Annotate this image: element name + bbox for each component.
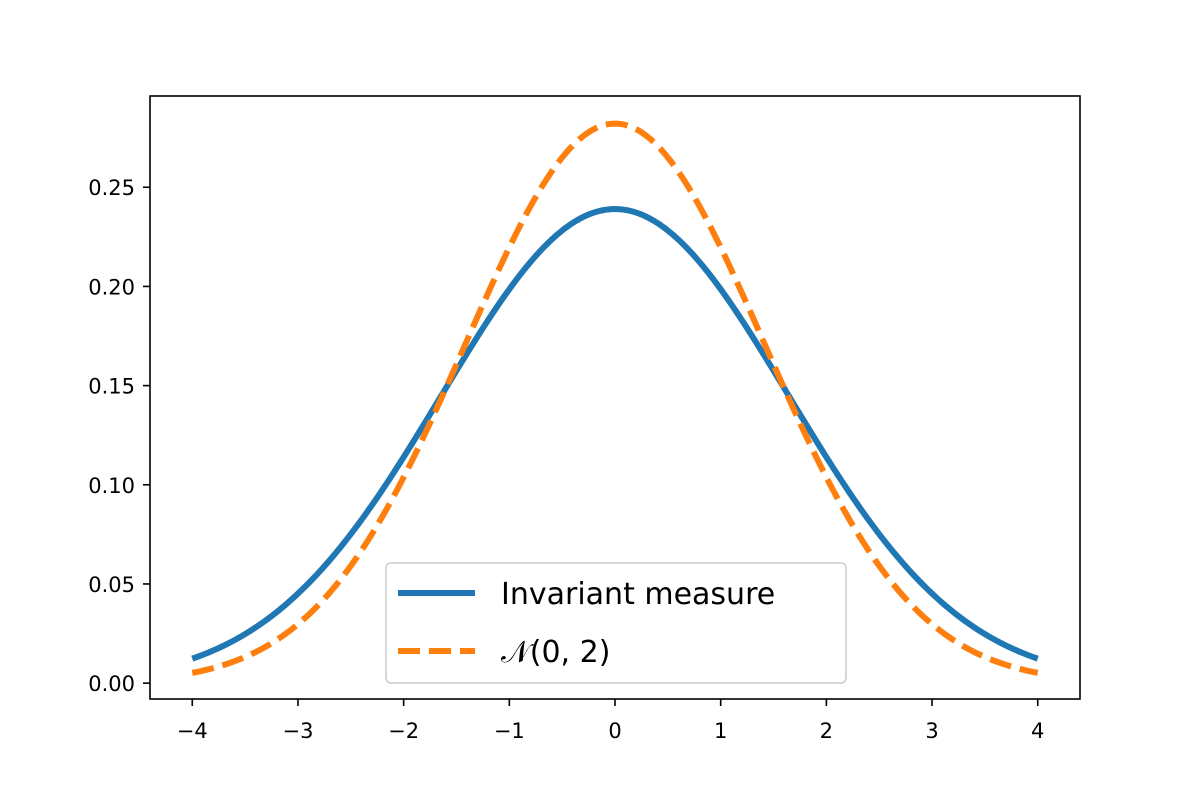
x-tick-label: 3 <box>925 719 938 743</box>
x-axis: −4 −3 −2 −1 0 1 2 3 4 <box>177 699 1044 743</box>
y-tick-label: 0.05 <box>88 573 135 597</box>
legend-label-invariant-measure: Invariant measure <box>501 577 775 612</box>
legend-box <box>385 562 847 684</box>
x-tick-label: −4 <box>177 719 208 743</box>
x-tick-label: 4 <box>1031 719 1044 743</box>
x-tick-label: 1 <box>714 719 727 743</box>
x-tick-label: −3 <box>282 719 313 743</box>
series-line-invariant-measure <box>191 206 1039 662</box>
legend-label-normal-0-2: 𝒩(0, 2) <box>501 635 610 670</box>
y-tick-label: 0.20 <box>88 275 135 299</box>
x-tick-label: −1 <box>494 719 525 743</box>
legend: Invariant measure 𝒩(0, 2) <box>385 562 847 684</box>
y-axis: 0.00 0.05 0.10 0.15 0.20 0.25 <box>88 176 150 696</box>
y-tick-label: 0.15 <box>88 375 135 399</box>
series-layer <box>191 120 1039 676</box>
x-tick-label: −2 <box>388 719 419 743</box>
y-tick-label: 0.25 <box>88 176 135 200</box>
series-line-normal-0-2 <box>191 120 1039 676</box>
y-tick-label: 0.00 <box>88 672 135 696</box>
y-tick-label: 0.10 <box>88 474 135 498</box>
x-tick-label: 0 <box>608 719 621 743</box>
x-tick-label: 2 <box>820 719 833 743</box>
